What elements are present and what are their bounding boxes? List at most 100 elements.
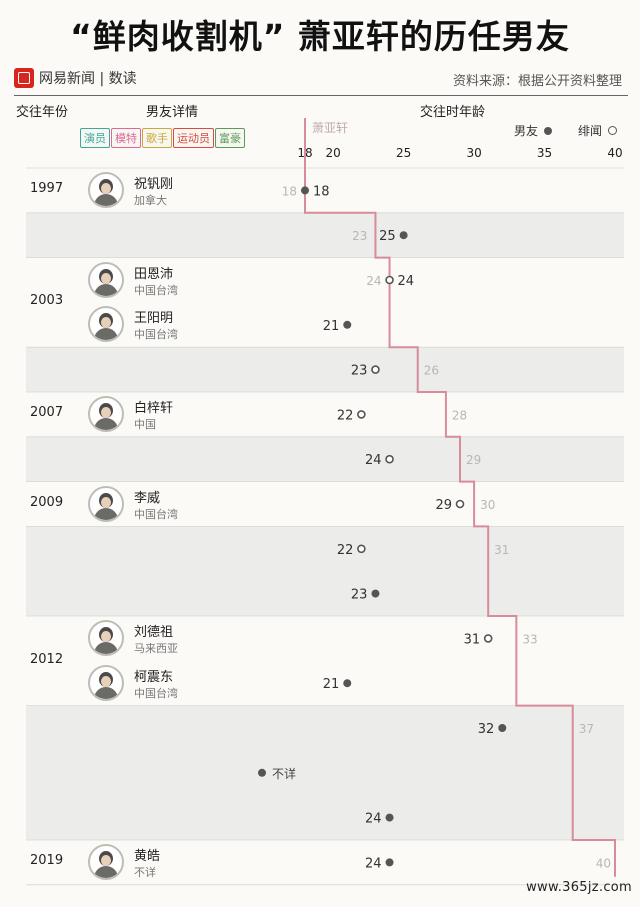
netease-logo-icon [14, 68, 34, 88]
legend-rumor: 绯闻 [578, 122, 617, 139]
boyfriend-name: 王阳明 [134, 311, 174, 327]
xiao-age-label-7: 30 [480, 498, 495, 512]
boyfriend-region: 美国 [134, 821, 156, 835]
boyfriend-age-label-4: 23 [351, 364, 368, 379]
filled-dot-icon [543, 127, 552, 135]
boyfriend-name: 周汤豪 [134, 535, 174, 551]
boyfriend-dot-9 [371, 589, 380, 598]
year-label: 2008 [30, 450, 64, 466]
boyfriend-age-label-9: 23 [351, 588, 368, 603]
boyfriend-age-label-10: 31 [464, 632, 481, 647]
watermark: www.365jz.com [526, 880, 632, 895]
boyfriend-name: 李威 [134, 490, 161, 506]
x-tick-label-1: 20 [326, 146, 341, 160]
header-divider [14, 95, 628, 96]
avatar-icon [88, 172, 124, 208]
xiao-age-label-0: 18 [282, 184, 297, 198]
boyfriend-region: 马来西亚 [134, 642, 178, 655]
boyfriend-name: 隆宸翰 [134, 221, 174, 237]
boyfriend-age-label-11: 21 [323, 677, 340, 692]
xiao-age-label-8: 31 [494, 543, 509, 557]
avatar-icon [88, 306, 124, 343]
boyfriend-region: 巴西 [134, 462, 156, 476]
boyfriend-dot-14 [385, 813, 394, 822]
x-tick-label-3: 30 [466, 146, 481, 160]
xiao-age-label-4: 26 [424, 364, 439, 378]
year-label: 2019 [30, 853, 64, 869]
boyfriend-dot-11 [343, 679, 352, 688]
boyfriend-region: 中国台湾 [134, 552, 178, 566]
boyfriend-name: 李安卓 [134, 445, 174, 461]
rumor-dot-8 [357, 544, 366, 554]
boyfriend-name: 嫩版阿汤哥 [134, 759, 200, 775]
boyfriend-region: 中国 [134, 418, 156, 431]
avatar-icon [88, 709, 124, 746]
source-note: 资料来源：根据公开资料整理 [452, 74, 622, 89]
brand: 网易新闻 | 数读 [14, 68, 137, 88]
legend-tag-3: 运动员 [173, 128, 214, 148]
legend-tag-0: 演员 [80, 128, 110, 148]
boyfriend-name: 陈桦 [134, 804, 161, 820]
avatar-icon [88, 664, 124, 701]
xiao-age-label-10: 33 [522, 632, 537, 646]
boyfriend-name: 刘德祖 [134, 625, 174, 640]
xiao-age-label-5: 28 [452, 408, 467, 422]
boyfriend-name: 白梓轩 [134, 401, 174, 416]
boyfriend-dot-3 [343, 320, 352, 329]
boyfriend-name: 黄皓 [134, 849, 161, 864]
legend-rumor-label: 绯闻 [578, 124, 603, 138]
xiao-age-label-6: 29 [466, 453, 481, 467]
legend-tag-1: 模特 [111, 128, 141, 148]
avatar-icon [88, 754, 124, 791]
boyfriend-name: 田恩沛 [134, 266, 174, 282]
boyfriend-age-label-1: 25 [379, 229, 396, 244]
avatar-icon [88, 261, 124, 298]
year-label: 2012 [30, 651, 64, 667]
boyfriend-age-label-13: 不详 [272, 766, 296, 781]
avatar-icon [88, 844, 124, 880]
year-label: 2010 [30, 562, 64, 578]
year-header: 交往年份 [16, 105, 69, 120]
xiao-age-label-1: 23 [352, 229, 367, 243]
rumor-dot-2 [385, 275, 394, 285]
legend-tag-2: 歌手 [142, 128, 172, 148]
legend-boyfriend: 男友 [514, 122, 552, 139]
boyfriend-region: 中国台湾 [134, 507, 178, 521]
rumor-dot-4 [371, 365, 380, 374]
year-label: 2003 [30, 293, 64, 309]
x-tick-label-4: 35 [537, 146, 552, 160]
boyfriend-age-label-2: 24 [398, 274, 415, 289]
xiao-age-label-15: 40 [596, 856, 611, 870]
boyfriend-region: 加拿大 [134, 194, 167, 207]
boyfriend-region: 中国台湾 [134, 238, 178, 252]
avatar-icon [88, 530, 124, 567]
boyfriend-dot-15 [385, 858, 394, 867]
year-label: 2005 [30, 360, 64, 376]
hollow-dot-icon [607, 126, 617, 135]
year-label: 2009 [30, 495, 64, 510]
page-title: “鲜肉收割机” 萧亚轩的历任男友 [70, 17, 570, 56]
x-tick-label-0: 18 [297, 146, 312, 160]
boyfriend-region: 新加坡 [134, 731, 167, 745]
boyfriend-age-label-6: 24 [365, 453, 382, 468]
x-tick-label-5: 40 [607, 146, 622, 160]
year-label: 1997 [30, 181, 64, 197]
rumor-dot-10 [483, 634, 493, 643]
year-label: 2002 [30, 226, 64, 242]
xiao-age-label-2: 24 [366, 274, 381, 288]
boyfriend-dot-12 [498, 724, 507, 732]
series-label: 萧亚轩 [312, 121, 348, 135]
legend-tag-4: 富豪 [215, 128, 245, 148]
boyfriend-age-label-15: 24 [365, 856, 382, 871]
boyfriend-region: 中国台湾 [134, 328, 178, 342]
boyfriend-age-label-7: 29 [435, 498, 452, 513]
brand-label: 网易新闻 | 数读 [39, 71, 137, 87]
boyfriend-name: 祝钒刚 [134, 177, 174, 192]
boyfriend-region: 中国台湾 [134, 373, 178, 387]
avatar-icon [88, 396, 124, 432]
avatar-icon [88, 799, 124, 836]
details-header: 男友详情 [146, 105, 199, 120]
boyfriend-dot-1 [399, 231, 408, 240]
boyfriend-age-label-12: 32 [478, 722, 495, 737]
boyfriend-region: 中国台湾 [134, 686, 178, 700]
